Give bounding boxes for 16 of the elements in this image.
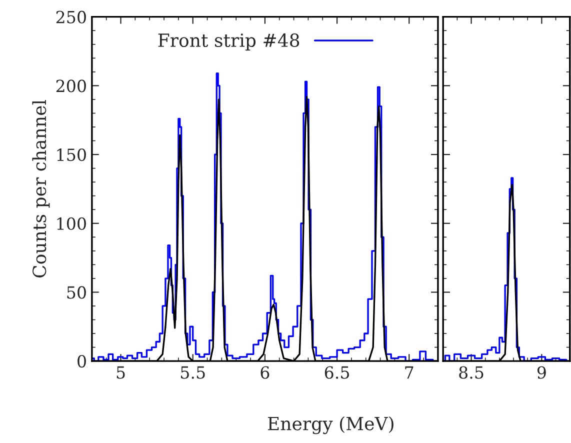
legend-label: Front strip #48 bbox=[158, 33, 300, 51]
x-tick-label: 5.5 bbox=[181, 366, 205, 379]
y-tick-label: 150 bbox=[57, 148, 86, 162]
y-tick-label: 100 bbox=[57, 217, 86, 230]
x-tick-label: 6 bbox=[260, 366, 270, 379]
y-axis-title: Counts per channel bbox=[32, 100, 50, 278]
x-tick-label: 7 bbox=[405, 366, 414, 379]
x-axis-title: Energy (MeV) bbox=[268, 416, 394, 434]
x-tick-label: 9 bbox=[537, 366, 546, 379]
y-tick-label: 200 bbox=[56, 80, 86, 92]
x-tick-label: 8.5 bbox=[459, 366, 484, 379]
x-tick-label: 5 bbox=[116, 366, 125, 379]
x-tick-label: 6.5 bbox=[324, 366, 349, 379]
y-tick-label: 250 bbox=[56, 10, 86, 24]
y-tick-label: 0 bbox=[78, 355, 86, 368]
y-tick-label: 50 bbox=[67, 286, 86, 299]
